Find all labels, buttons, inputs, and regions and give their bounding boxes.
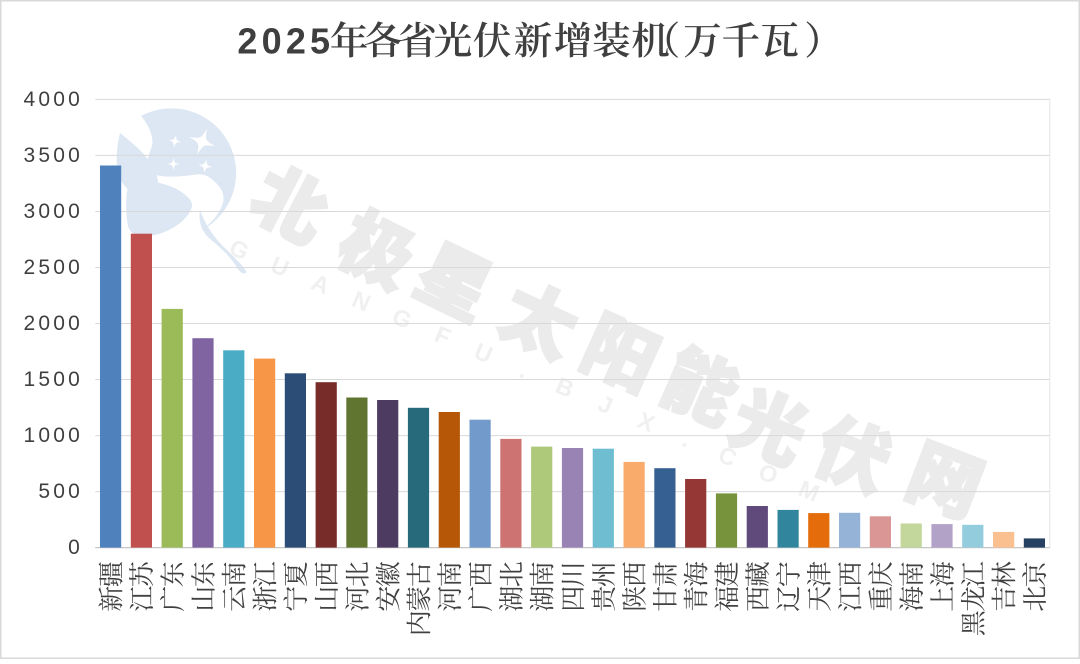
svg-text:1000: 1000	[23, 424, 83, 447]
svg-text:1500: 1500	[23, 368, 83, 391]
svg-text:0: 0	[68, 536, 83, 559]
svg-text:2500: 2500	[23, 256, 83, 279]
svg-text:2025: 2025	[237, 20, 334, 61]
svg-text:500: 500	[38, 480, 83, 503]
svg-text:2000: 2000	[23, 312, 83, 335]
svg-text:4000: 4000	[23, 88, 83, 111]
svg-text:3000: 3000	[23, 200, 83, 223]
svg-text:3500: 3500	[23, 144, 83, 167]
